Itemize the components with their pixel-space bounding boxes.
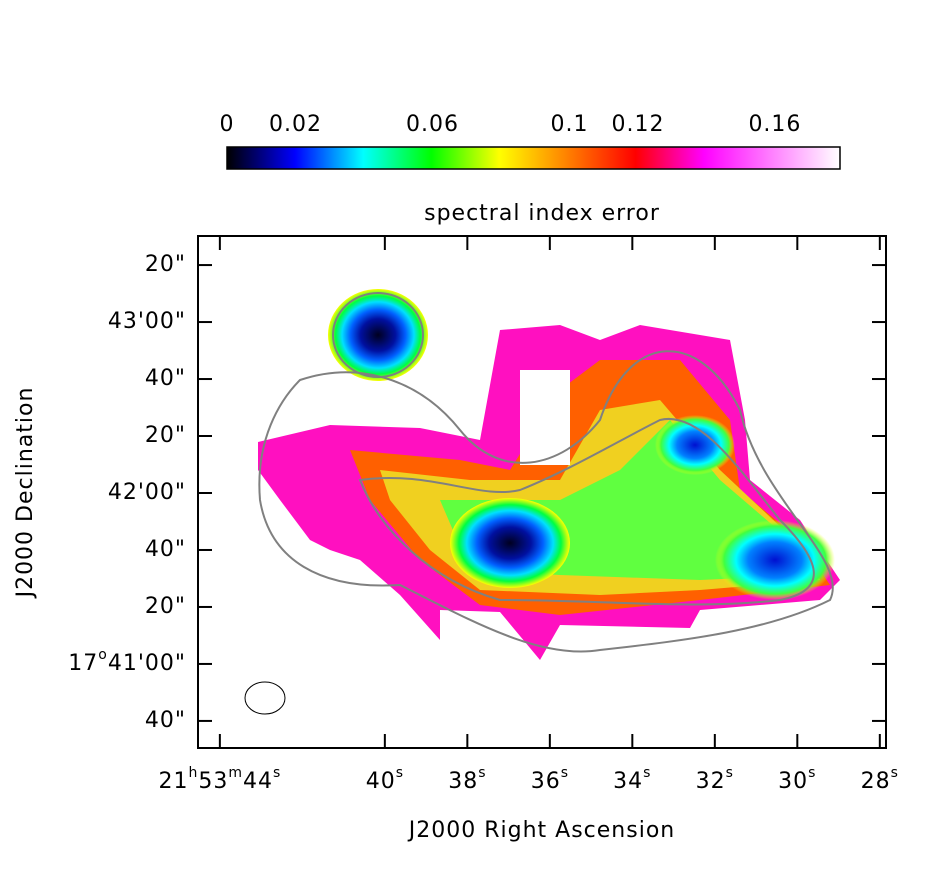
blob	[450, 498, 570, 588]
y-axis-label: J2000 Declination	[13, 387, 38, 600]
colorbar-tick-label: 0.1	[550, 112, 588, 137]
chart-title: spectral index error	[424, 201, 660, 226]
x-tick-label: 30s	[778, 765, 816, 794]
y-tick-label: 42'00"	[108, 480, 186, 505]
colorbar-tick-label: 0.12	[611, 112, 664, 137]
contour	[332, 292, 424, 378]
x-tick-label: 36s	[531, 765, 569, 794]
colorbar-tick-label: 0	[220, 112, 235, 137]
y-tick-label: 17o41'00"	[68, 647, 186, 676]
y-tick-label: 40"	[145, 366, 186, 391]
y-tick-label: 20"	[145, 252, 186, 277]
colorbar-tick-label: 0.02	[269, 112, 322, 137]
blob	[328, 289, 428, 381]
x-axis-label: J2000 Right Ascension	[407, 818, 675, 843]
colorbar	[226, 146, 841, 170]
blob	[655, 415, 735, 475]
y-tick-label: 43'00"	[108, 309, 186, 334]
x-tick-label: 34s	[613, 765, 651, 794]
x-tick-label: 21h53m44s	[158, 765, 281, 794]
beam	[244, 681, 286, 715]
y-tick-label: 40"	[145, 708, 186, 733]
hole	[520, 370, 570, 465]
y-tick-label: 40"	[145, 537, 186, 562]
x-tick-label: 38s	[448, 765, 486, 794]
image	[258, 289, 840, 660]
y-tick-label: 20"	[145, 423, 186, 448]
contour	[358, 417, 815, 606]
contour	[258, 350, 834, 653]
contours	[244, 292, 834, 715]
x-tick-label: 28s	[861, 765, 899, 794]
y-tick-label: 20"	[145, 594, 186, 619]
colorbar-tick-label: 0.16	[748, 112, 801, 137]
x-tick-label: 32s	[696, 765, 734, 794]
x-tick-label: 40s	[366, 765, 404, 794]
colorbar-tick-label: 0.06	[406, 112, 459, 137]
blob	[715, 520, 835, 600]
